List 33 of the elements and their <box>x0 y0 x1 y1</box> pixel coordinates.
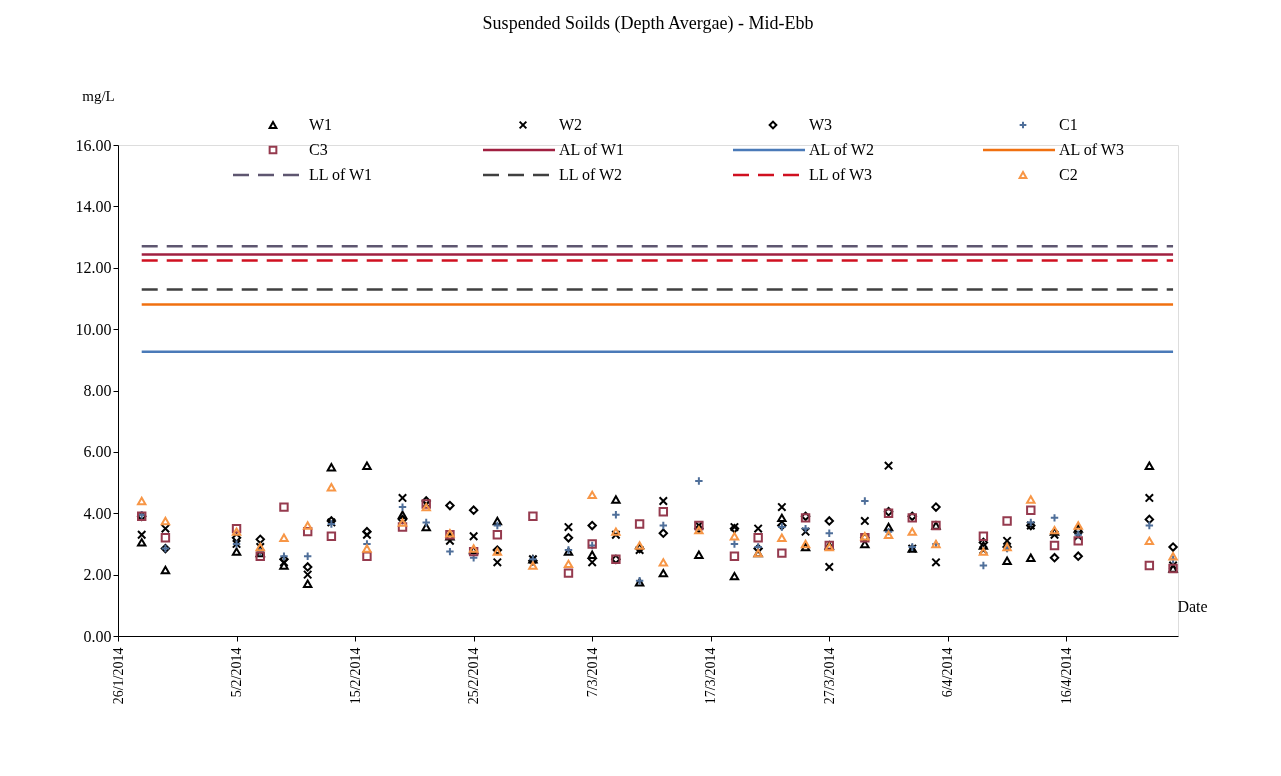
y-tick-label: 2.00 <box>83 566 112 584</box>
y-axis-title: mg/L <box>82 87 115 104</box>
legend-label: W1 <box>309 116 333 133</box>
y-tick-label: 8.00 <box>83 382 112 399</box>
legend-label: AL of W3 <box>1059 141 1124 158</box>
x-tick-label: 17/3/2014 <box>703 647 719 705</box>
x-tick-label: 25/2/2014 <box>466 647 482 705</box>
y-tick-label: 14.00 <box>75 197 112 215</box>
legend-label: C1 <box>1059 116 1078 133</box>
legend-label: LL of W3 <box>809 166 873 183</box>
legend-label: W2 <box>559 116 583 133</box>
x-axis-title: Date <box>1177 597 1208 615</box>
legend-label: LL of W1 <box>309 166 373 183</box>
legend-label: C2 <box>1059 166 1078 183</box>
y-tick-label: 0.00 <box>83 627 112 645</box>
legend-label: AL of W2 <box>809 141 874 158</box>
x-tick-label: 15/2/2014 <box>347 647 363 705</box>
y-tick-label: 10.00 <box>75 320 112 338</box>
chart-title: Suspended Soilds (Depth Avergae) - Mid-Ebb <box>482 13 814 34</box>
legend-label: AL of W1 <box>559 141 624 158</box>
y-tick-label: 4.00 <box>83 504 112 522</box>
y-tick-label: 6.00 <box>83 443 112 461</box>
y-tick-label: 16.00 <box>75 136 112 154</box>
x-tick-label: 6/4/2014 <box>940 647 956 698</box>
legend-label: LL of W2 <box>559 166 623 183</box>
x-tick-label: 16/4/2014 <box>1058 647 1074 705</box>
legend-label: C3 <box>309 141 328 158</box>
y-tick-label: 12.00 <box>75 259 112 277</box>
x-tick-label: 26/1/2014 <box>110 647 126 705</box>
x-tick-label: 5/2/2014 <box>229 647 245 698</box>
legend-label: W3 <box>809 116 833 133</box>
x-tick-label: 27/3/2014 <box>821 647 837 705</box>
x-tick-label: 7/3/2014 <box>584 647 600 698</box>
